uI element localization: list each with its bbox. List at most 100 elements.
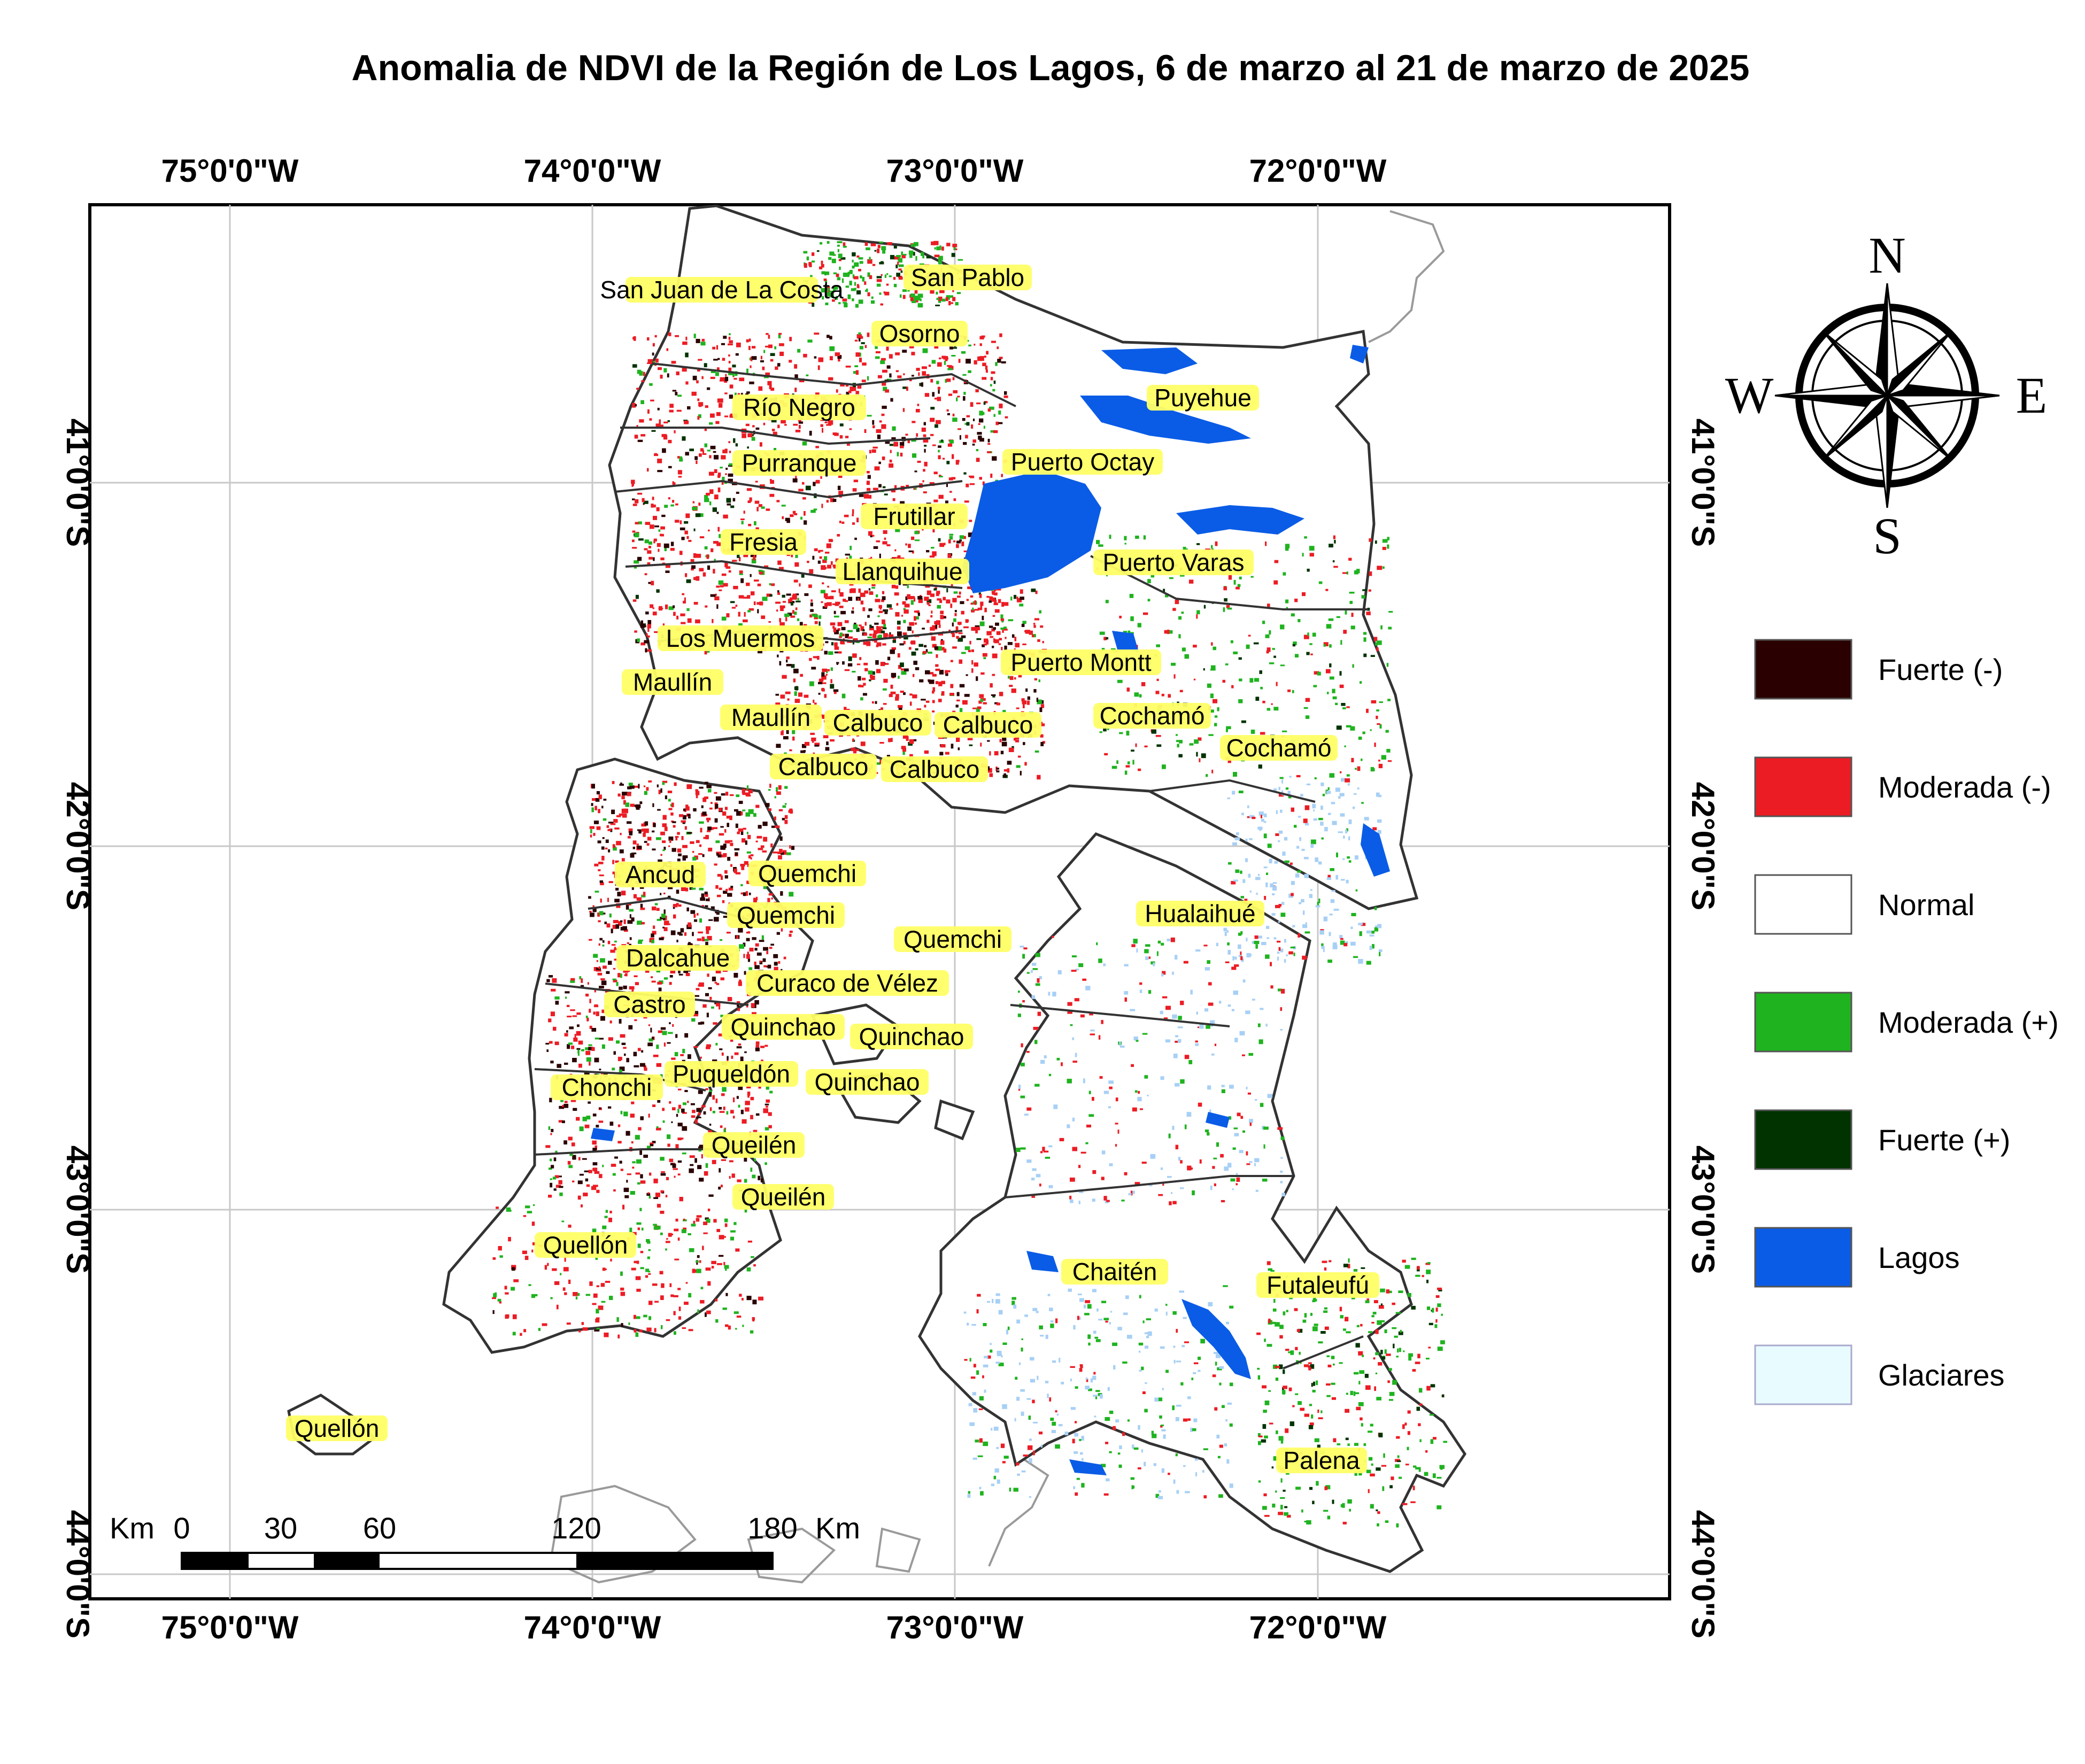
anomaly-pixel bbox=[706, 785, 712, 788]
anomaly-pixel bbox=[984, 607, 987, 613]
anomaly-pixel bbox=[698, 359, 702, 361]
anomaly-pixel bbox=[955, 626, 959, 631]
anomaly-pixel bbox=[728, 997, 732, 1001]
anomaly-pixel bbox=[1363, 637, 1366, 642]
anomaly-pixel bbox=[725, 1293, 728, 1296]
anomaly-pixel bbox=[898, 708, 902, 711]
anomaly-pixel bbox=[1175, 1041, 1180, 1043]
anomaly-pixel bbox=[1244, 899, 1248, 902]
anomaly-pixel bbox=[640, 903, 643, 908]
anomaly-pixel bbox=[1318, 861, 1322, 865]
anomaly-pixel bbox=[1144, 1075, 1148, 1079]
anomaly-pixel bbox=[1240, 931, 1243, 935]
anomaly-pixel bbox=[547, 1263, 549, 1266]
anomaly-pixel bbox=[657, 981, 662, 985]
anomaly-pixel bbox=[792, 595, 797, 600]
anomaly-pixel bbox=[613, 979, 617, 982]
anomaly-pixel bbox=[897, 621, 901, 625]
anomaly-pixel bbox=[1310, 839, 1316, 845]
anomaly-pixel bbox=[1007, 761, 1012, 765]
anomaly-pixel bbox=[1280, 1136, 1285, 1140]
anomaly-pixel bbox=[725, 566, 731, 569]
anomaly-pixel bbox=[592, 1185, 598, 1187]
anomaly-pixel bbox=[598, 920, 601, 923]
anomaly-pixel bbox=[739, 1294, 742, 1297]
anomaly-pixel bbox=[1031, 995, 1036, 999]
anomaly-pixel bbox=[549, 1097, 552, 1103]
anomaly-pixel bbox=[743, 597, 747, 599]
anomaly-pixel bbox=[1130, 1477, 1134, 1480]
anomaly-pixel bbox=[845, 366, 851, 368]
anomaly-pixel bbox=[1385, 730, 1389, 733]
anomaly-pixel bbox=[1175, 1035, 1179, 1038]
anomaly-pixel bbox=[764, 1045, 768, 1047]
anomaly-pixel bbox=[951, 253, 955, 257]
anomaly-pixel bbox=[994, 702, 998, 705]
anomaly-pixel bbox=[759, 940, 764, 942]
anomaly-pixel bbox=[910, 596, 915, 599]
anomaly-pixel bbox=[957, 460, 960, 462]
anomaly-pixel bbox=[1264, 896, 1267, 900]
anomaly-pixel bbox=[771, 898, 773, 900]
anomaly-pixel bbox=[995, 362, 998, 366]
anomaly-pixel bbox=[852, 488, 857, 492]
anomaly-pixel bbox=[1213, 699, 1217, 703]
anomaly-pixel bbox=[1033, 1450, 1035, 1456]
anomaly-pixel bbox=[640, 620, 643, 624]
anomaly-pixel bbox=[1346, 879, 1349, 884]
anomaly-pixel bbox=[643, 1155, 648, 1158]
anomaly-pixel bbox=[1246, 938, 1248, 942]
anomaly-pixel bbox=[1037, 1011, 1041, 1016]
anomaly-pixel bbox=[605, 839, 609, 843]
anomaly-pixel bbox=[1329, 663, 1332, 668]
anomaly-pixel bbox=[657, 543, 661, 547]
anomaly-pixel bbox=[987, 768, 992, 773]
anomaly-pixel bbox=[591, 1047, 595, 1051]
anomaly-pixel bbox=[621, 1323, 623, 1327]
anomaly-pixel bbox=[1003, 626, 1007, 629]
anomaly-pixel bbox=[613, 1189, 616, 1192]
anomaly-pixel bbox=[702, 811, 707, 816]
anomaly-pixel bbox=[641, 380, 645, 382]
anomaly-pixel bbox=[693, 1011, 699, 1016]
anomaly-pixel bbox=[1029, 1458, 1032, 1463]
anomaly-pixel bbox=[748, 346, 751, 350]
anomaly-pixel bbox=[640, 1116, 644, 1120]
anomaly-pixel bbox=[781, 731, 784, 736]
anomaly-pixel bbox=[745, 891, 748, 896]
anomaly-pixel bbox=[747, 1094, 750, 1098]
anomaly-pixel bbox=[1338, 831, 1343, 833]
anomaly-pixel bbox=[1181, 612, 1184, 614]
anomaly-pixel bbox=[765, 345, 770, 347]
anomaly-pixel bbox=[1013, 1488, 1018, 1492]
anomaly-pixel bbox=[1109, 535, 1111, 539]
anomaly-pixel bbox=[640, 400, 644, 404]
anomaly-pixel bbox=[1008, 619, 1014, 622]
anomaly-pixel bbox=[692, 932, 694, 937]
anomaly-pixel bbox=[590, 912, 594, 917]
anomaly-pixel bbox=[634, 975, 638, 977]
anomaly-pixel bbox=[1018, 673, 1022, 678]
anomaly-pixel bbox=[1163, 589, 1165, 593]
anomaly-pixel bbox=[705, 993, 709, 996]
anomaly-pixel bbox=[742, 788, 745, 794]
anomaly-pixel bbox=[714, 455, 719, 460]
anomaly-pixel bbox=[760, 845, 764, 848]
anomaly-pixel bbox=[1226, 726, 1231, 730]
anomaly-pixel bbox=[734, 848, 740, 850]
anomaly-pixel bbox=[1218, 1494, 1223, 1498]
anomaly-pixel bbox=[715, 593, 717, 596]
anomaly-pixel bbox=[878, 461, 881, 465]
anomaly-pixel bbox=[1172, 1201, 1177, 1204]
anomaly-pixel bbox=[969, 744, 973, 746]
anomaly-pixel bbox=[986, 631, 992, 636]
anomaly-pixel bbox=[1263, 1144, 1265, 1149]
anomaly-pixel bbox=[626, 1131, 630, 1136]
anomaly-pixel bbox=[694, 995, 699, 997]
anomaly-pixel bbox=[962, 418, 966, 421]
anomaly-pixel bbox=[1332, 560, 1335, 562]
anomaly-pixel bbox=[660, 557, 665, 561]
anomaly-pixel bbox=[754, 579, 759, 582]
anomaly-pixel bbox=[969, 475, 974, 477]
anomaly-pixel bbox=[731, 607, 736, 609]
